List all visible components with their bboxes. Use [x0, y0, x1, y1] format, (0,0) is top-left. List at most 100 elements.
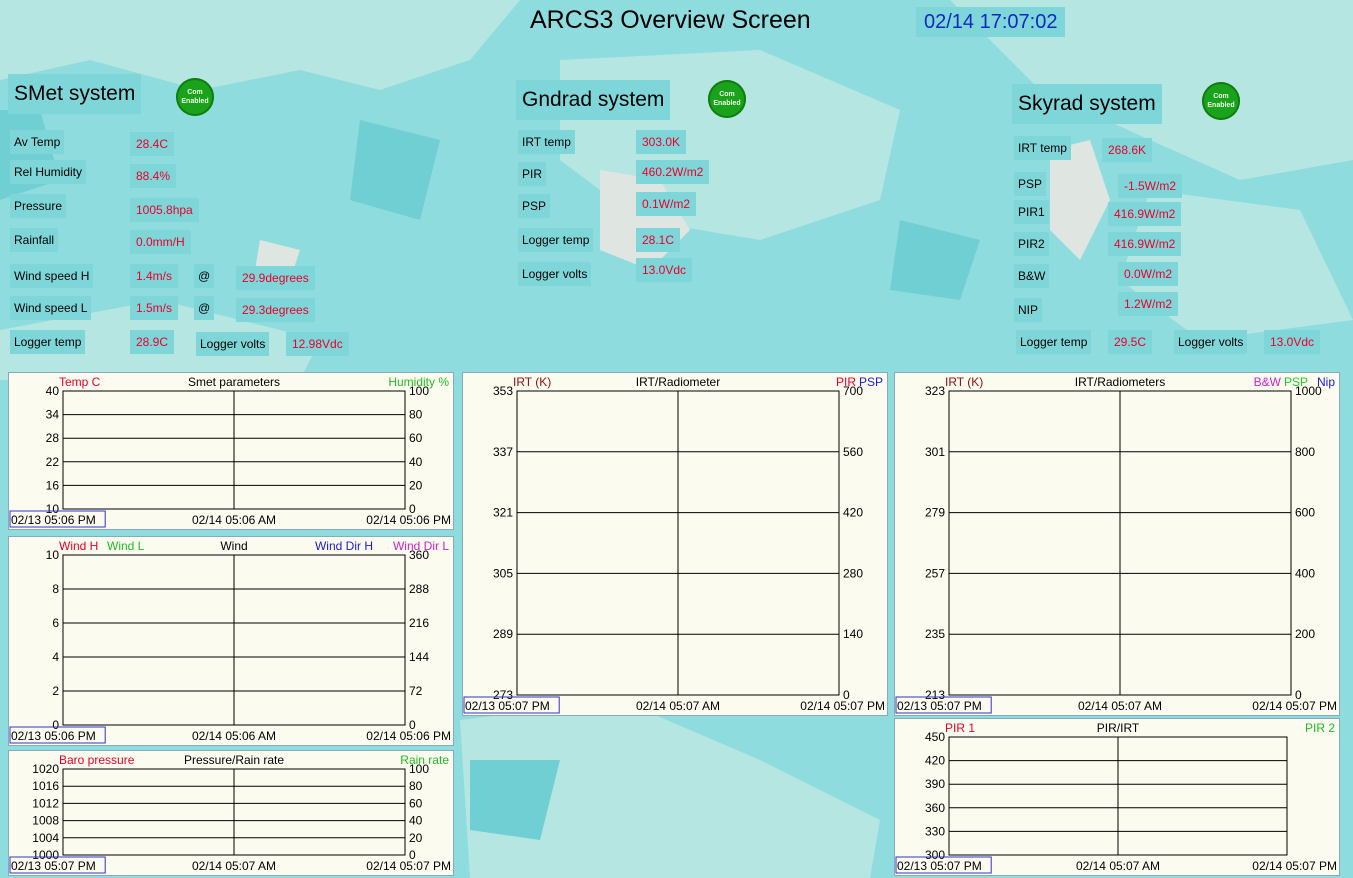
- gnd-x-end: 02/14 05:07 PM: [800, 699, 885, 713]
- gndrad-value-logger-volts: 13.0Vdc: [636, 258, 693, 282]
- pressure-x-end: 02/14 05:07 PM: [366, 859, 451, 873]
- legend-wind-dir-l: Wind Dir L: [393, 539, 449, 553]
- skyrad-value-pir1: 416.9W/m2: [1108, 202, 1182, 226]
- smet-value-pressure: 1005.8hpa: [130, 198, 199, 222]
- gnd-y-right-tick: 0: [843, 688, 850, 702]
- smet-system-title: SMet system: [8, 74, 142, 114]
- skyrad-value-pir2: 416.9W/m2: [1108, 232, 1182, 256]
- sky-y-left-tick: 213: [925, 688, 945, 702]
- pir-plot: PIR/IRT PIR 1 PIR 2 450 420 390 360 330 30002/13…: [895, 721, 1337, 874]
- skyrad-label-nip: NIP: [1014, 298, 1043, 322]
- smet-label-rainfall: Rainfall: [10, 228, 59, 252]
- smet-y-left-tick: 40: [46, 384, 60, 398]
- gnd-y-left-tick: 305: [493, 566, 513, 580]
- sky-y-left-tick: 235: [925, 627, 945, 641]
- pressure-x-start: 02/13 05:07 PM: [11, 859, 96, 873]
- skyrad-irt-radiometers-chart[interactable]: IRT/Radiometers IRT (K) Nip PSP B&W 323 1000 30…: [894, 372, 1340, 716]
- legend-temp-c: Temp C: [59, 375, 101, 389]
- wind-y-right-tick: 360: [409, 548, 429, 562]
- wind-plot: Wind Wind H Wind L Wind Dir L Wind Dir H 10 36…: [9, 539, 451, 744]
- pir-x-end: 02/14 05:07 PM: [1252, 859, 1337, 873]
- pir-x-start-box[interactable]: [895, 856, 992, 874]
- sky-y-left-tick: 301: [925, 445, 945, 459]
- smet-label-wind-speed-l: Wind speed L: [10, 296, 92, 320]
- smet-y-right-tick: 20: [409, 478, 423, 492]
- smet-y-left-tick: 16: [46, 478, 60, 492]
- skyrad-com-enabled-icon[interactable]: Com Enabled: [1202, 82, 1240, 120]
- gndrad-label-irt-temp: IRT temp: [518, 130, 575, 154]
- skyrad-label-logger-volts: Logger volts: [1174, 330, 1248, 354]
- legend-psp: PSP: [859, 375, 883, 389]
- pressure-y-left-tick: 1004: [32, 831, 59, 845]
- skyrad-value-bw: 0.0W/m2: [1118, 262, 1179, 286]
- wind-chart[interactable]: Wind Wind H Wind L Wind Dir L Wind Dir H 10 36…: [8, 536, 454, 746]
- smet-parameters-chart[interactable]: Smet parameters Temp C Humidity % 40 100 34 80…: [8, 372, 454, 530]
- gndrad-label-pir: PIR: [518, 162, 547, 186]
- smet-label-logger-volts: Logger volts: [196, 332, 270, 356]
- gnd-x-mid: 02/14 05:07 AM: [636, 699, 720, 713]
- smet-value-wind-dir-h: 29.9degrees: [236, 266, 315, 290]
- pressure-y-right-tick: 20: [409, 831, 423, 845]
- skyrad-value-nip: 1.2W/m2: [1118, 292, 1179, 316]
- wind-x-end: 02/14 05:06 PM: [366, 729, 451, 743]
- gnd-y-left-tick: 273: [493, 688, 513, 702]
- smet-y-right-tick: 0: [409, 502, 416, 516]
- pir-y-left-tick: 360: [925, 801, 945, 815]
- smet-value-rainfall: 0.0mm/H: [130, 230, 191, 254]
- pressure-y-left-tick: 1000: [32, 848, 59, 862]
- sky-x-start-box[interactable]: [895, 696, 992, 714]
- legend-pir: PIR: [836, 375, 856, 389]
- sky-y-left-tick: 323: [925, 384, 945, 398]
- wind-y-right-tick: 288: [409, 582, 429, 596]
- smet-x-start-box[interactable]: [9, 510, 106, 528]
- wind-y-right-tick: 72: [409, 684, 423, 698]
- smet-y-right-tick: 80: [409, 408, 423, 422]
- gndrad-com-enabled-icon[interactable]: Com Enabled: [708, 80, 746, 118]
- pir-irt-chart[interactable]: PIR/IRT PIR 1 PIR 2 450 420 390 360 330 300 02/13…: [894, 718, 1340, 876]
- sky-y-right-tick: 200: [1295, 627, 1315, 641]
- pir-x-mid: 02/14 05:07 AM: [1076, 859, 1160, 873]
- gnd-y-right-tick: 420: [843, 506, 863, 520]
- pir-chart-title: PIR/IRT: [1097, 721, 1140, 735]
- pressure-y-right-tick: 100: [409, 762, 429, 776]
- current-datetime: 02/14 17:07:02: [916, 7, 1066, 37]
- gnd-y-left-tick: 321: [493, 506, 513, 520]
- pressure-plot: Pressure/Rain rate Baro pressure Rain rate…: [9, 753, 451, 874]
- gnd-x-start: 02/13 05:07 PM: [465, 699, 550, 713]
- smet-x-mid: 02/14 05:06 AM: [192, 513, 276, 527]
- gndrad-irt-radiometer-chart[interactable]: IRT/Radiometer IRT (K) PSP PIR 353 700 337 560 3…: [462, 372, 888, 716]
- page-title: ARCS3 Overview Screen: [530, 6, 811, 34]
- smet-value-wind-speed-h: 1.4m/s: [130, 264, 179, 288]
- skyrad-label-pir1: PIR1: [1014, 200, 1049, 224]
- smet-wind-l-at: @: [194, 296, 215, 320]
- gnd-chart-title: IRT/Radiometer: [636, 375, 720, 389]
- legend-wind-l: Wind L: [107, 539, 145, 553]
- gnd-x-start-box[interactable]: [463, 696, 560, 714]
- wind-y-right-tick: 0: [409, 718, 416, 732]
- gndrad-value-psp: 0.1W/m2: [636, 192, 697, 216]
- wind-x-mid: 02/14 05:06 AM: [192, 729, 276, 743]
- legend-humidity: Humidity %: [388, 375, 449, 389]
- legend-b-w: B&W: [1254, 375, 1282, 389]
- smet-y-right-tick: 60: [409, 431, 423, 445]
- smet-label-rel-humidity: Rel Humidity: [10, 160, 87, 184]
- sky-x-start: 02/13 05:07 PM: [897, 699, 982, 713]
- smet-com-enabled-icon[interactable]: Com Enabled: [176, 78, 214, 116]
- skyrad-value-logger-temp: 29.5C: [1108, 330, 1153, 354]
- smet-x-start: 02/13 05:06 PM: [11, 513, 96, 527]
- gndrad-value-logger-temp: 28.1C: [636, 228, 681, 252]
- pressure-y-right-tick: 0: [409, 848, 416, 862]
- skyrad-system-title: Skyrad system: [1012, 84, 1162, 124]
- legend-pir-1: PIR 1: [945, 721, 975, 735]
- wind-y-left-tick: 4: [52, 650, 59, 664]
- pir-y-left-tick: 330: [925, 824, 945, 838]
- sky-y-right-tick: 600: [1295, 506, 1315, 520]
- legend-nip: Nip: [1317, 375, 1335, 389]
- pressure-rain-chart[interactable]: Pressure/Rain rate Baro pressure Rain rate…: [8, 750, 454, 876]
- wind-x-start-box[interactable]: [9, 726, 106, 744]
- legend-irt-k: IRT (K): [513, 375, 551, 389]
- pir-y-left-tick: 420: [925, 754, 945, 768]
- pressure-x-start-box[interactable]: [9, 856, 106, 874]
- sky-x-end: 02/14 05:07 PM: [1252, 699, 1337, 713]
